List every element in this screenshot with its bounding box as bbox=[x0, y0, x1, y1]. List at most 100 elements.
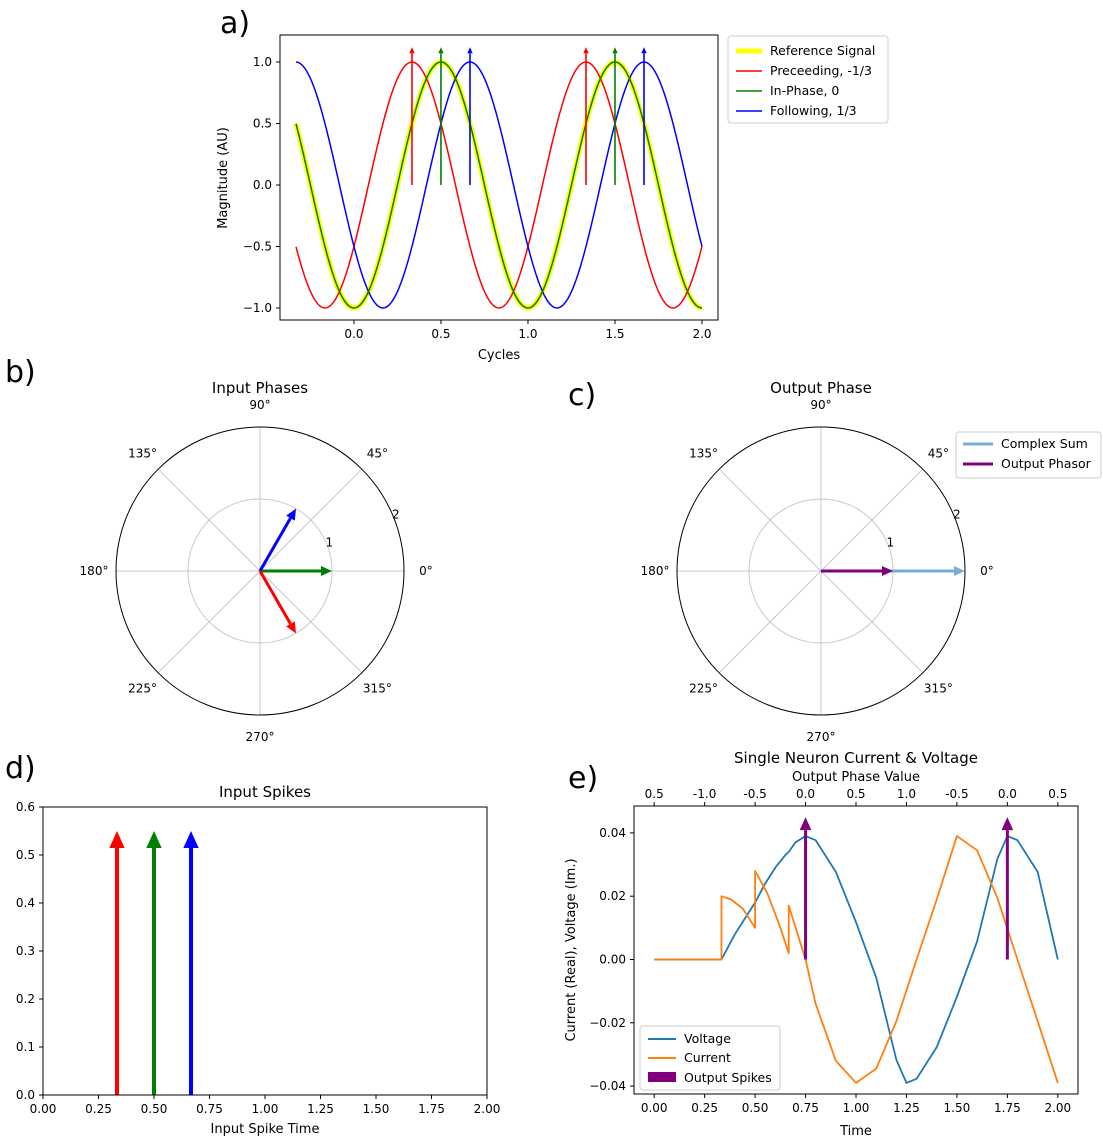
chart-e-xlabel: Time bbox=[839, 1124, 872, 1139]
x-tick-label: 0.25 bbox=[85, 1102, 112, 1116]
output-spike-1-head bbox=[1001, 817, 1014, 831]
x-tick-label: 1.75 bbox=[994, 1101, 1021, 1115]
peak-arrow-4-head bbox=[612, 47, 618, 54]
input-spike-2-head bbox=[183, 831, 199, 848]
y-tick-label: −0.04 bbox=[589, 1079, 626, 1093]
y-tick-label: 0.02 bbox=[599, 889, 626, 903]
legend-label-reference: Reference Signal bbox=[770, 43, 875, 58]
panel-letter-b: b) bbox=[5, 355, 36, 390]
series-line-in-phase bbox=[295, 61, 703, 309]
angle-label: 270° bbox=[246, 730, 275, 744]
x-tick-label: 1.25 bbox=[893, 1101, 920, 1115]
top-x-tick-label: 1.0 bbox=[897, 787, 916, 801]
x-tick-label: 1.5 bbox=[605, 327, 624, 341]
panel-letter-e: e) bbox=[568, 761, 598, 796]
series-line-preceeding bbox=[295, 61, 703, 309]
y-tick-label: 0.6 bbox=[16, 800, 35, 814]
angle-label: 45° bbox=[367, 447, 388, 461]
x-tick-label: 2.0 bbox=[692, 327, 711, 341]
peak-arrow-0-head bbox=[409, 47, 415, 54]
x-tick-label: 1.50 bbox=[363, 1102, 390, 1116]
chart-c-title: Output Phase bbox=[770, 379, 872, 397]
series-line-following bbox=[295, 61, 703, 309]
vector-shaft bbox=[258, 570, 292, 625]
chart-c-legend: Complex Sum Output Phasor bbox=[955, 431, 1102, 479]
chart-e-title: Single Neuron Current & Voltage bbox=[734, 749, 978, 767]
vector-head bbox=[882, 566, 893, 576]
top-x-tick-label: -1.0 bbox=[693, 787, 716, 801]
input-spike-0-head bbox=[109, 831, 125, 848]
chart-d-title: Input Spikes bbox=[219, 783, 311, 801]
y-tick-label: 0.3 bbox=[16, 944, 35, 958]
y-tick-label: 0.04 bbox=[599, 826, 626, 840]
top-x-tick-label: 0.5 bbox=[846, 787, 865, 801]
top-x-tick-label: -0.5 bbox=[945, 787, 968, 801]
peak-arrow-5-head bbox=[641, 47, 647, 54]
x-tick-label: 1.25 bbox=[307, 1102, 334, 1116]
series-line-voltage bbox=[654, 835, 1059, 1084]
legend-label-output-phasor: Output Phasor bbox=[1001, 456, 1092, 471]
input-spike-2 bbox=[183, 831, 199, 1095]
peak-arrow-2 bbox=[467, 47, 473, 185]
chart-b: Input Phases 0° 45° 90° 135° 180° 225° 270° 315… bbox=[80, 379, 433, 744]
legend-label-current: Current bbox=[684, 1050, 731, 1065]
legend-label-in-phase: In-Phase, 0 bbox=[770, 83, 839, 98]
chart-d-xlabel: Input Spike Time bbox=[211, 1122, 320, 1137]
vector-head bbox=[286, 621, 296, 634]
y-tick-label: 1.0 bbox=[253, 55, 272, 69]
x-tick-label: 0.25 bbox=[691, 1101, 718, 1115]
angle-label: 90° bbox=[249, 398, 270, 412]
vector-head bbox=[286, 508, 296, 521]
angle-label: 135° bbox=[128, 447, 157, 461]
peak-arrow-0 bbox=[409, 47, 415, 185]
y-tick-label: −0.5 bbox=[243, 240, 272, 254]
angle-label: 270° bbox=[807, 730, 836, 744]
top-x-tick-label: 0.5 bbox=[1048, 787, 1067, 801]
chart-e-legend: Voltage Current Output Spikes bbox=[639, 1025, 781, 1091]
angle-label: 315° bbox=[363, 681, 392, 695]
input-spike-0 bbox=[109, 831, 125, 1095]
series-line-reference-signal bbox=[293, 59, 703, 311]
vector-shaft bbox=[258, 517, 292, 572]
y-tick-label: 0.2 bbox=[16, 992, 35, 1006]
top-x-tick-label: 0.0 bbox=[998, 787, 1017, 801]
angle-label: 180° bbox=[641, 564, 670, 578]
chart-b-title: Input Phases bbox=[212, 379, 308, 397]
legend-label-following: Following, 1/3 bbox=[770, 103, 857, 118]
angle-label: 180° bbox=[80, 564, 109, 578]
panel-letter-a: a) bbox=[220, 6, 250, 41]
chart-a: 0.0 0.5 1.0 1.5 2.01.00.50.0−0.5−1.0 Cycles … bbox=[216, 34, 889, 363]
peak-arrow-1-head bbox=[438, 47, 444, 54]
legend-box bbox=[727, 35, 889, 124]
x-tick-label: 0.0 bbox=[344, 327, 363, 341]
angle-label: 90° bbox=[810, 398, 831, 412]
chart-a-xlabel: Cycles bbox=[478, 348, 521, 363]
x-tick-label: 1.50 bbox=[944, 1101, 971, 1115]
peak-arrow-4 bbox=[612, 47, 618, 185]
polar-vector-green bbox=[260, 566, 332, 576]
y-tick-label: 0.5 bbox=[16, 848, 35, 862]
chart-e-top-xlabel: Output Phase Value bbox=[792, 770, 920, 785]
vector-head bbox=[954, 566, 965, 576]
output-spike-0 bbox=[799, 817, 812, 960]
chart-c: Output Phase 0° 45° 90° 135° 180° 225° 270° 315… bbox=[641, 379, 1102, 744]
chart-e: Single Neuron Current & Voltage Output P… bbox=[564, 749, 1079, 1139]
x-tick-label: 1.00 bbox=[843, 1101, 870, 1115]
legend-label-preceeding: Preceeding, -1/3 bbox=[770, 63, 872, 78]
y-tick-label: 0.0 bbox=[16, 1088, 35, 1102]
chart-a-legend: Reference Signal Preceeding, -1/3 In-Pha… bbox=[727, 35, 889, 124]
input-spike-1-head bbox=[146, 831, 162, 848]
chart-d: Input Spikes 0.00 0.25 0.50 0.75 1.00 1.25 1.5… bbox=[16, 783, 500, 1137]
peak-arrow-1 bbox=[438, 47, 444, 185]
x-tick-label: 0.00 bbox=[30, 1102, 57, 1116]
top-x-tick-label: -0.5 bbox=[743, 787, 766, 801]
top-x-tick-label: 0.5 bbox=[645, 787, 664, 801]
panel-letter-c: c) bbox=[568, 378, 596, 413]
top-x-tick-label: 0.0 bbox=[796, 787, 815, 801]
panel-letter-d: d) bbox=[5, 751, 36, 786]
y-tick-label: 0.00 bbox=[599, 952, 626, 966]
chart-a-frame bbox=[279, 34, 719, 321]
angle-label: 225° bbox=[128, 681, 157, 695]
chart-d-frame bbox=[42, 806, 488, 1096]
